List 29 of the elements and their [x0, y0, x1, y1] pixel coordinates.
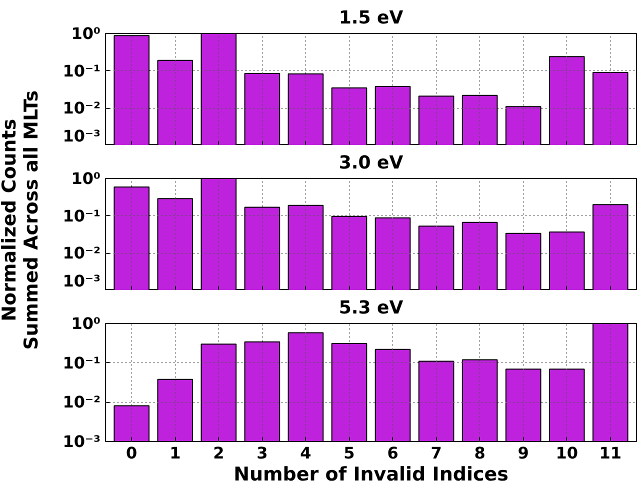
x-tick-label: 5 [344, 444, 355, 462]
x-axis-title: Number of Invalid Indices [234, 464, 508, 486]
x-tick-label: 9 [518, 444, 529, 462]
x-tick-label: 2 [213, 444, 224, 462]
chart-title: 3.0 eV [338, 152, 404, 174]
x-tick-label: 10 [556, 444, 578, 462]
y-tick-label: 10⁻¹ [62, 206, 100, 226]
y-tick-label: 10⁻² [62, 392, 100, 412]
y-tick-label: 10⁻³ [62, 126, 100, 146]
x-tick-label: 0 [126, 444, 138, 462]
x-tick-label: 6 [387, 444, 398, 462]
x-tick-label: 8 [474, 444, 486, 462]
chart-title: 1.5 eV [338, 8, 404, 28]
chart-title: 5.3 eV [338, 298, 404, 318]
y-tick-label: 10⁻² [62, 244, 100, 263]
x-tick-label: 3 [256, 444, 268, 462]
x-tick-label: 1 [170, 444, 181, 462]
y-tick-label: 10⁻¹ [62, 353, 100, 372]
x-tick-label: 7 [430, 444, 442, 462]
y-tick-label: 10⁰ [71, 24, 101, 43]
y-tick-label: 10⁰ [71, 169, 101, 188]
x-tick-label: 4 [300, 444, 312, 462]
y-tick-label: 10⁻² [62, 98, 100, 118]
y-tick-label: 10⁻³ [62, 272, 100, 290]
x-tick-label: 11 [599, 444, 622, 462]
y-tick-label: 10⁻¹ [62, 61, 100, 80]
y-axis-title: Normalized Counts Summed Across all MLTs [0, 90, 42, 350]
y-tick-label: 10⁰ [71, 314, 101, 333]
y-tick-label: 10⁻³ [62, 432, 100, 451]
